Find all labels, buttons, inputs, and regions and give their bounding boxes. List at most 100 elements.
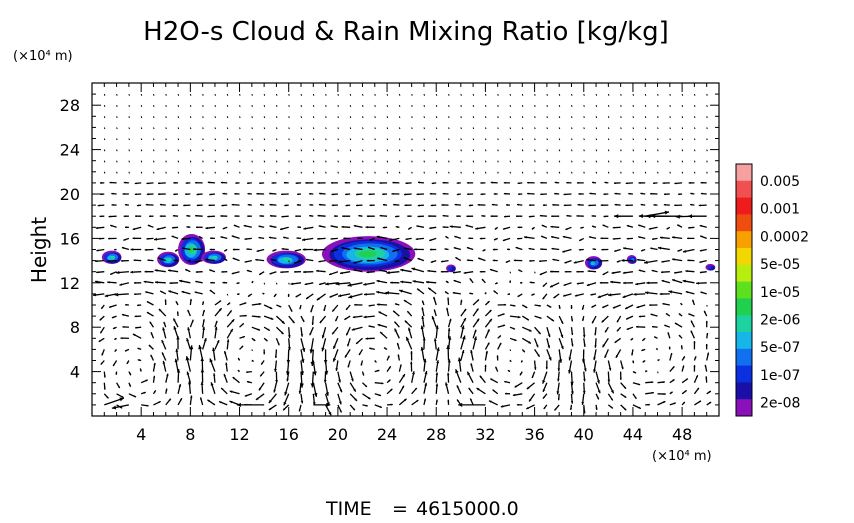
wind-vector bbox=[301, 172, 302, 174]
wind-vector bbox=[289, 161, 290, 163]
wind-vector-shaft bbox=[375, 116, 376, 118]
y-tick-label: 16 bbox=[60, 229, 80, 248]
wind-vector-shaft bbox=[289, 94, 290, 96]
wind-vector-shaft bbox=[240, 150, 241, 152]
wind-vector bbox=[535, 161, 536, 163]
wind-vector-shaft bbox=[276, 127, 277, 129]
wind-vector-shaft bbox=[522, 94, 523, 96]
wind-vector-shaft bbox=[375, 150, 376, 152]
wind-vector-shaft bbox=[584, 172, 585, 174]
wind-vector-shaft bbox=[461, 150, 462, 152]
wind-vector bbox=[412, 94, 413, 96]
wind-vector-shaft bbox=[178, 161, 179, 163]
wind-vector bbox=[535, 172, 536, 174]
wind-vector-shaft bbox=[621, 172, 622, 174]
wind-vector-shaft bbox=[215, 172, 216, 174]
wind-vector-shaft bbox=[264, 172, 265, 174]
wind-vector-shaft bbox=[387, 150, 388, 152]
wind-vector bbox=[166, 139, 167, 141]
wind-vector bbox=[326, 172, 327, 174]
wind-vector-shaft bbox=[645, 150, 646, 152]
wind-vector bbox=[510, 127, 511, 129]
wind-vector bbox=[510, 349, 511, 351]
wind-vector bbox=[608, 172, 609, 174]
wind-vector bbox=[621, 105, 622, 107]
wind-vector-shaft bbox=[190, 150, 191, 152]
wind-vector-shaft bbox=[301, 139, 302, 141]
wind-vector bbox=[178, 161, 179, 163]
x-tick-label: 16 bbox=[279, 425, 299, 444]
wind-vector-shaft bbox=[276, 116, 277, 118]
wind-vector-shaft bbox=[117, 172, 118, 174]
x-tick-label: 24 bbox=[377, 425, 397, 444]
wind-vector-shaft bbox=[313, 94, 314, 96]
cloud-blob bbox=[705, 264, 715, 271]
wind-vector bbox=[412, 116, 413, 118]
wind-vector bbox=[449, 161, 450, 163]
wind-vector-shaft bbox=[584, 150, 585, 152]
x-tick-label: 4 bbox=[136, 425, 146, 444]
wind-vector bbox=[289, 172, 290, 174]
wind-vector bbox=[694, 161, 695, 163]
wind-vector-shaft bbox=[535, 127, 536, 129]
wind-vector bbox=[535, 150, 536, 152]
wind-vector-shaft bbox=[670, 139, 671, 141]
wind-vector-shaft bbox=[485, 127, 486, 129]
wind-vector bbox=[449, 150, 450, 152]
x-unit-label: (×10⁴ m) bbox=[652, 449, 712, 464]
wind-vector bbox=[522, 105, 523, 107]
wind-vector-shaft bbox=[350, 139, 351, 141]
wind-vector-shaft bbox=[203, 105, 204, 107]
wind-vector-shaft bbox=[412, 161, 413, 163]
wind-vector bbox=[252, 116, 253, 118]
wind-vector-shaft bbox=[424, 161, 425, 163]
wind-vector bbox=[129, 161, 130, 163]
wind-vector bbox=[596, 116, 597, 118]
wind-vector-shaft bbox=[264, 139, 265, 141]
colorbar-label: 0.001 bbox=[760, 202, 800, 218]
wind-vector bbox=[461, 105, 462, 107]
colorbar-segment bbox=[736, 349, 752, 366]
y-tick-label: 20 bbox=[60, 185, 80, 204]
wind-vector-shaft bbox=[584, 105, 585, 107]
wind-vector bbox=[313, 127, 314, 129]
wind-vector bbox=[485, 161, 486, 163]
wind-vector bbox=[252, 139, 253, 141]
wind-vector bbox=[117, 161, 118, 163]
wind-vector-shaft bbox=[670, 172, 671, 174]
wind-vector bbox=[658, 127, 659, 129]
wind-vector bbox=[215, 150, 216, 152]
wind-vector bbox=[166, 94, 167, 96]
wind-vector bbox=[104, 116, 105, 118]
colorbar-segment bbox=[736, 214, 752, 231]
wind-vector bbox=[264, 139, 265, 141]
x-tick-label: 48 bbox=[672, 425, 692, 444]
wind-vector bbox=[227, 139, 228, 141]
wind-vector-shaft bbox=[313, 150, 314, 152]
wind-vector-shaft bbox=[547, 105, 548, 107]
wind-vector-shaft bbox=[707, 305, 708, 307]
wind-vector-shaft bbox=[276, 172, 277, 174]
wind-vector-shaft bbox=[178, 172, 179, 174]
wind-vector bbox=[473, 94, 474, 96]
wind-vector bbox=[141, 150, 142, 152]
wind-vector-shaft bbox=[326, 94, 327, 96]
wind-vector-shaft bbox=[412, 172, 413, 174]
colorbar-segment bbox=[736, 366, 752, 383]
wind-vector-shaft bbox=[473, 139, 474, 141]
wind-vector bbox=[658, 94, 659, 96]
wind-vector bbox=[670, 116, 671, 118]
wind-vector bbox=[608, 105, 609, 107]
wind-vector bbox=[485, 172, 486, 174]
wind-vector bbox=[387, 161, 388, 163]
wind-vector-shaft bbox=[104, 94, 105, 96]
wind-vector-shaft bbox=[424, 139, 425, 141]
wind-vector bbox=[215, 172, 216, 174]
wind-vector bbox=[707, 105, 708, 107]
wind-vector bbox=[399, 94, 400, 96]
wind-vector bbox=[633, 161, 634, 163]
wind-vector-shaft bbox=[596, 105, 597, 107]
wind-vector bbox=[682, 139, 683, 141]
wind-vector-shaft bbox=[633, 161, 634, 163]
wind-vector-shaft bbox=[362, 116, 363, 118]
